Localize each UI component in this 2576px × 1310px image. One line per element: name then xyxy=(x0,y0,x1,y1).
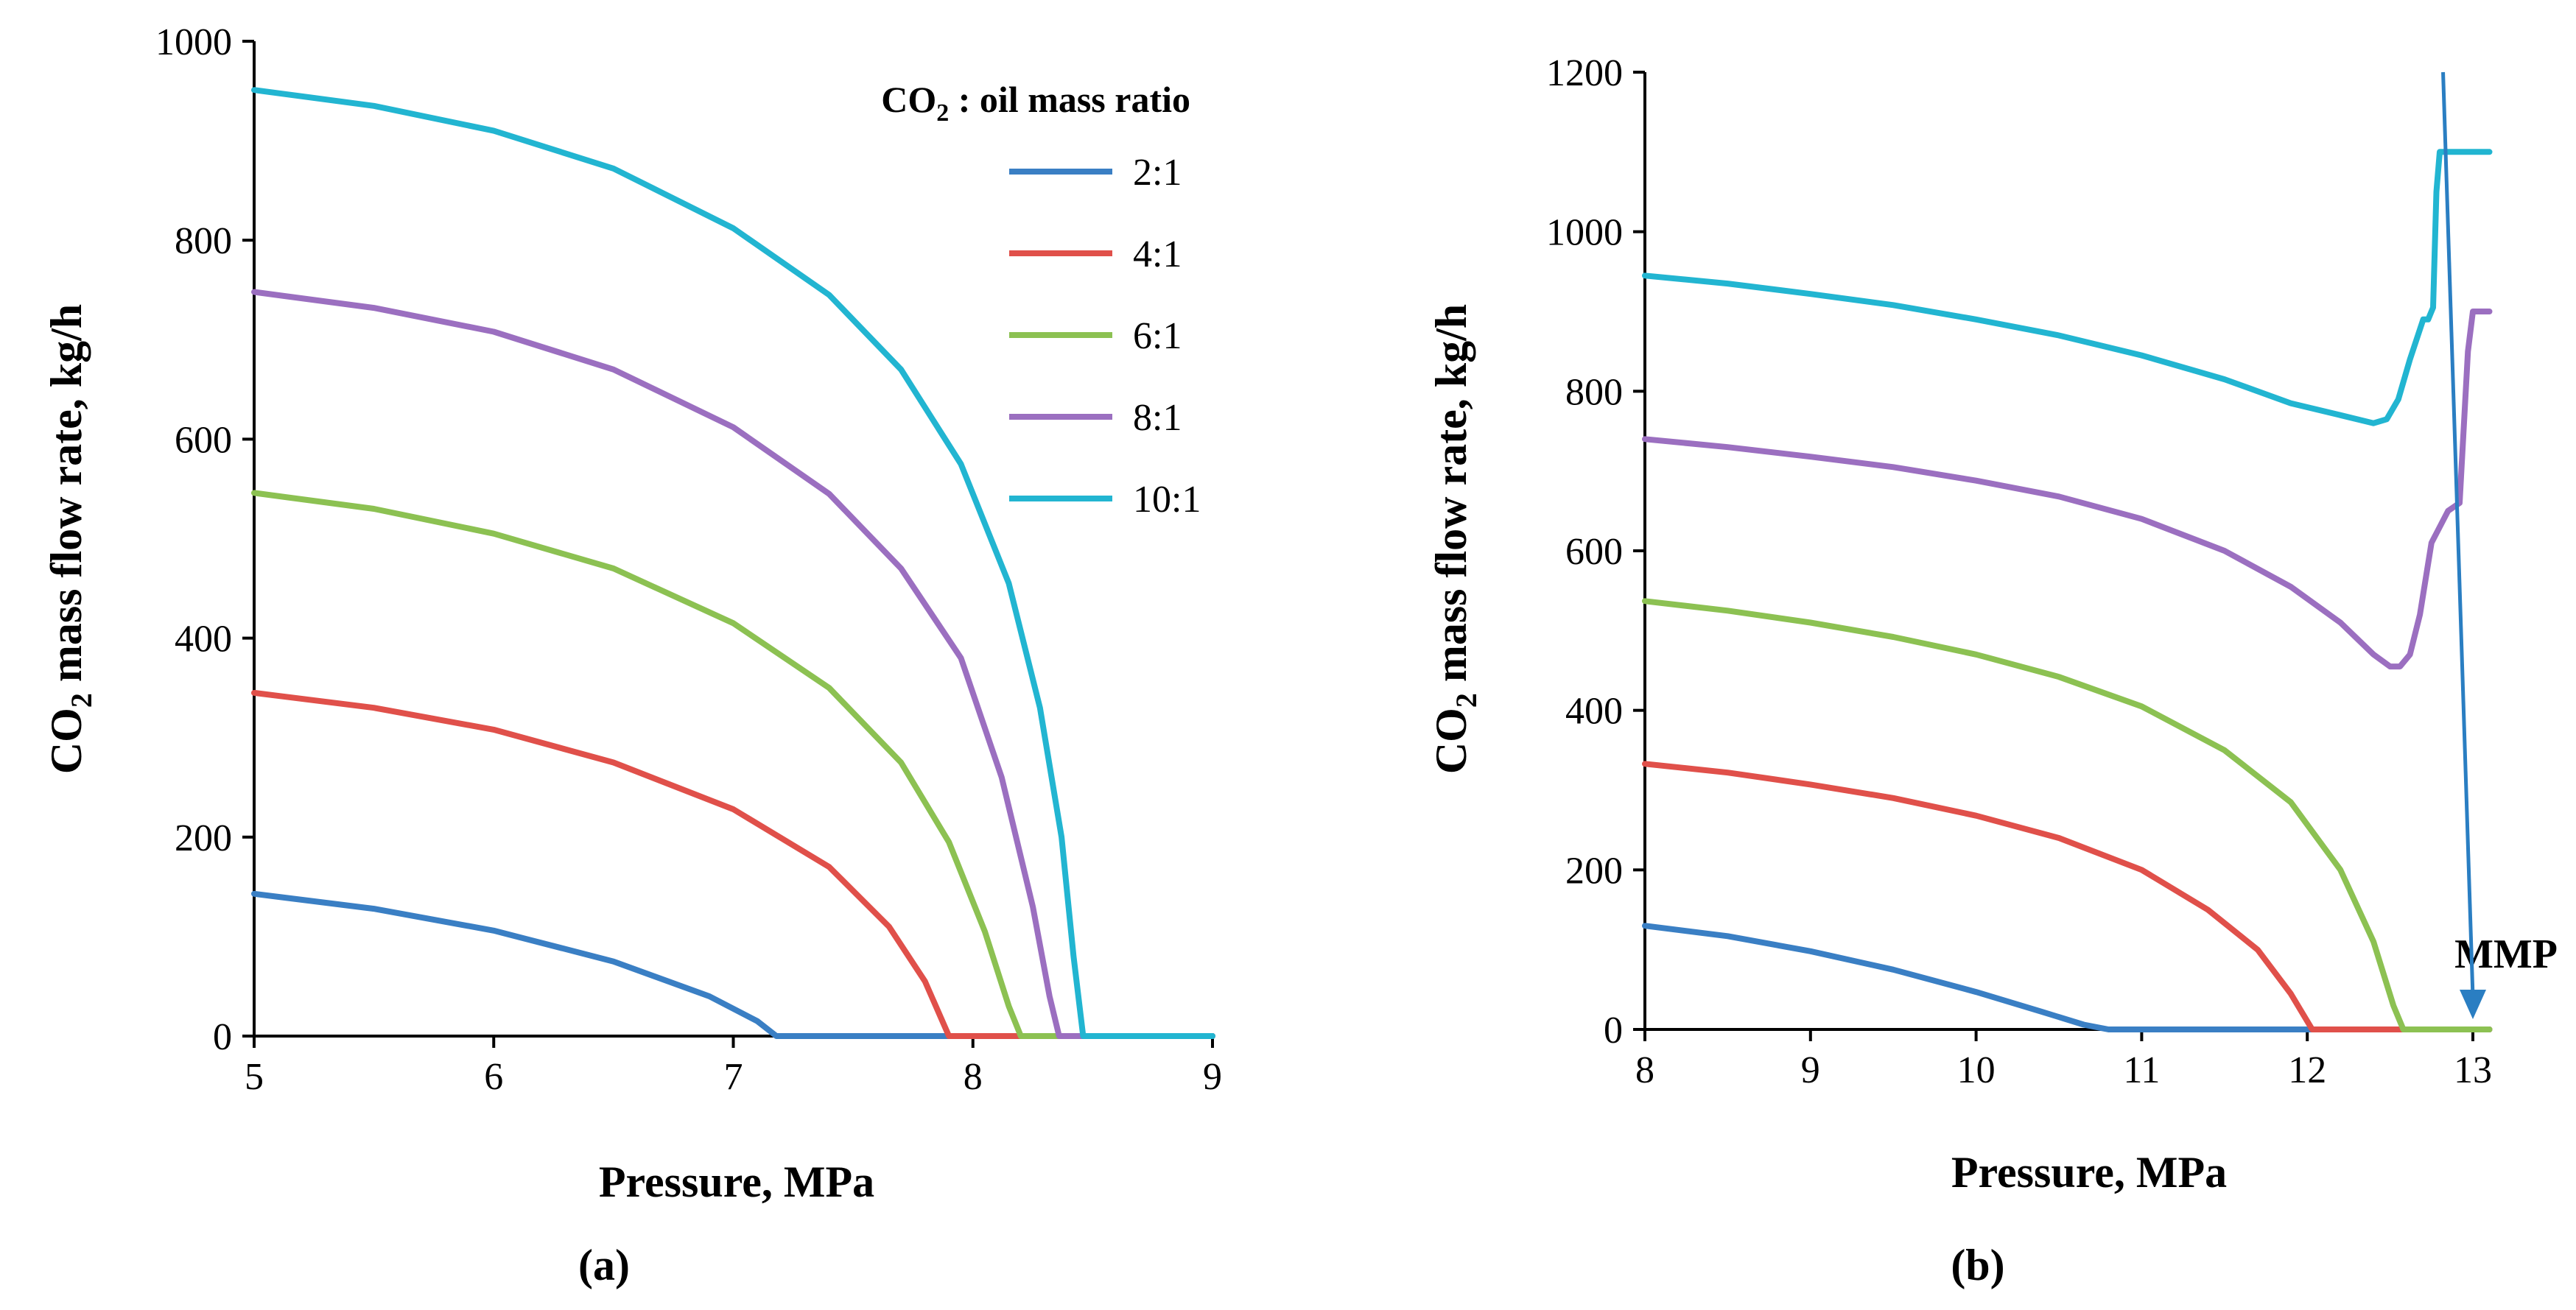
panel-b-x-tick-label: 8 xyxy=(1635,1049,1654,1091)
panel-b-series-2-1-line xyxy=(1642,923,2493,1032)
legend-label-10-1: 10:1 xyxy=(1133,479,1201,521)
panel-b-y-tick-label: 1200 xyxy=(1546,52,1623,94)
panel-b-y-tick-label: 400 xyxy=(1565,691,1623,733)
panel-a-y-tick-label: 200 xyxy=(175,817,232,859)
panel-b-y-tick-label: 600 xyxy=(1565,531,1623,573)
panel-a-series-8-1-line xyxy=(251,289,1215,1039)
panel-a-y-tick-label: 400 xyxy=(175,619,232,661)
panel-a-y-tick-label: 600 xyxy=(175,419,232,461)
panel-a-x-tick-label: 7 xyxy=(724,1056,743,1098)
panel-a-y-tick-label: 0 xyxy=(213,1016,232,1058)
panel-a-series-2-1-line xyxy=(251,890,1215,1039)
panel-b-x-axis-title: Pressure, MPa xyxy=(1951,1148,2227,1197)
mmp-arrow-head xyxy=(2460,990,2486,1019)
panel-b-y-tick-label: 200 xyxy=(1565,850,1623,892)
panel-b-ticks: 8 9 10 11 12 13 0 200 400 600 800 1000 1200 xyxy=(1546,52,2492,1091)
panel-b-series-10-1-line xyxy=(1642,149,2493,426)
panel-b-mmp-annotation: MMP xyxy=(2441,71,2558,1019)
panel-b-label: (b) xyxy=(1951,1241,2004,1289)
mmp-arrow-shaft xyxy=(2441,71,2475,998)
panel-b-y-tick-label: 0 xyxy=(1604,1010,1623,1052)
panel-b-series-4-1-line xyxy=(1642,761,2493,1032)
panel-b-y-tick-label: 1000 xyxy=(1546,212,1623,254)
panel-b-x-tick-label: 10 xyxy=(1957,1049,1996,1091)
panel-a-legend: CO2 : oil mass ratio 2:1 4:1 6:1 8:1 10:1 xyxy=(881,79,1201,521)
panel-a-chart: 5 6 7 8 9 0 200 400 600 800 1000 CO2 : oil mass ra… xyxy=(42,21,1222,1289)
panel-a-series-6-1-line xyxy=(251,490,1215,1039)
legend-label-8-1: 8:1 xyxy=(1133,397,1182,439)
panel-a-ticks: 5 6 7 8 9 0 200 400 600 800 1000 xyxy=(155,21,1222,1098)
panel-a-label: (a) xyxy=(578,1241,630,1289)
panel-a-x-tick-label: 5 xyxy=(245,1056,264,1098)
panel-b-series-6-1-line xyxy=(1642,598,2493,1032)
panel-a-legend-title: CO2 : oil mass ratio xyxy=(881,79,1190,127)
panel-b-x-tick-label: 13 xyxy=(2454,1049,2492,1091)
panel-a-y-tick-label: 1000 xyxy=(155,21,232,63)
panel-a-y-tick-label: 800 xyxy=(175,220,232,262)
panel-a-x-axis-title: Pressure, MPa xyxy=(599,1158,874,1206)
panel-b-x-tick-label: 12 xyxy=(2288,1049,2326,1091)
panel-a-y-axis-title: CO2 mass flow rate, kg/h xyxy=(42,304,98,774)
panel-a-series-group xyxy=(251,87,1215,1039)
legend-label-2-1: 2:1 xyxy=(1133,152,1182,194)
panel-b-chart: 8 9 10 11 12 13 0 200 400 600 800 1000 1200 MMP Pres… xyxy=(1427,52,2558,1289)
panel-b-y-tick-label: 800 xyxy=(1565,371,1623,413)
legend-label-6-1: 6:1 xyxy=(1133,315,1182,357)
panel-b-x-tick-label: 11 xyxy=(2123,1049,2160,1091)
panel-a-series-4-1-line xyxy=(251,689,1215,1039)
panel-a-series-10-1-line xyxy=(251,87,1215,1039)
panel-a-x-tick-label: 9 xyxy=(1203,1056,1222,1098)
panel-b-series-group xyxy=(1642,149,2493,1032)
panel-b-series-8-1-line xyxy=(1642,309,2493,670)
panel-a-x-tick-label: 6 xyxy=(484,1056,503,1098)
panel-b-y-axis-title: CO2 mass flow rate, kg/h xyxy=(1427,304,1483,774)
panel-a-x-tick-label: 8 xyxy=(964,1056,983,1098)
panel-b-x-tick-label: 9 xyxy=(1801,1049,1820,1091)
legend-label-4-1: 4:1 xyxy=(1133,233,1182,275)
